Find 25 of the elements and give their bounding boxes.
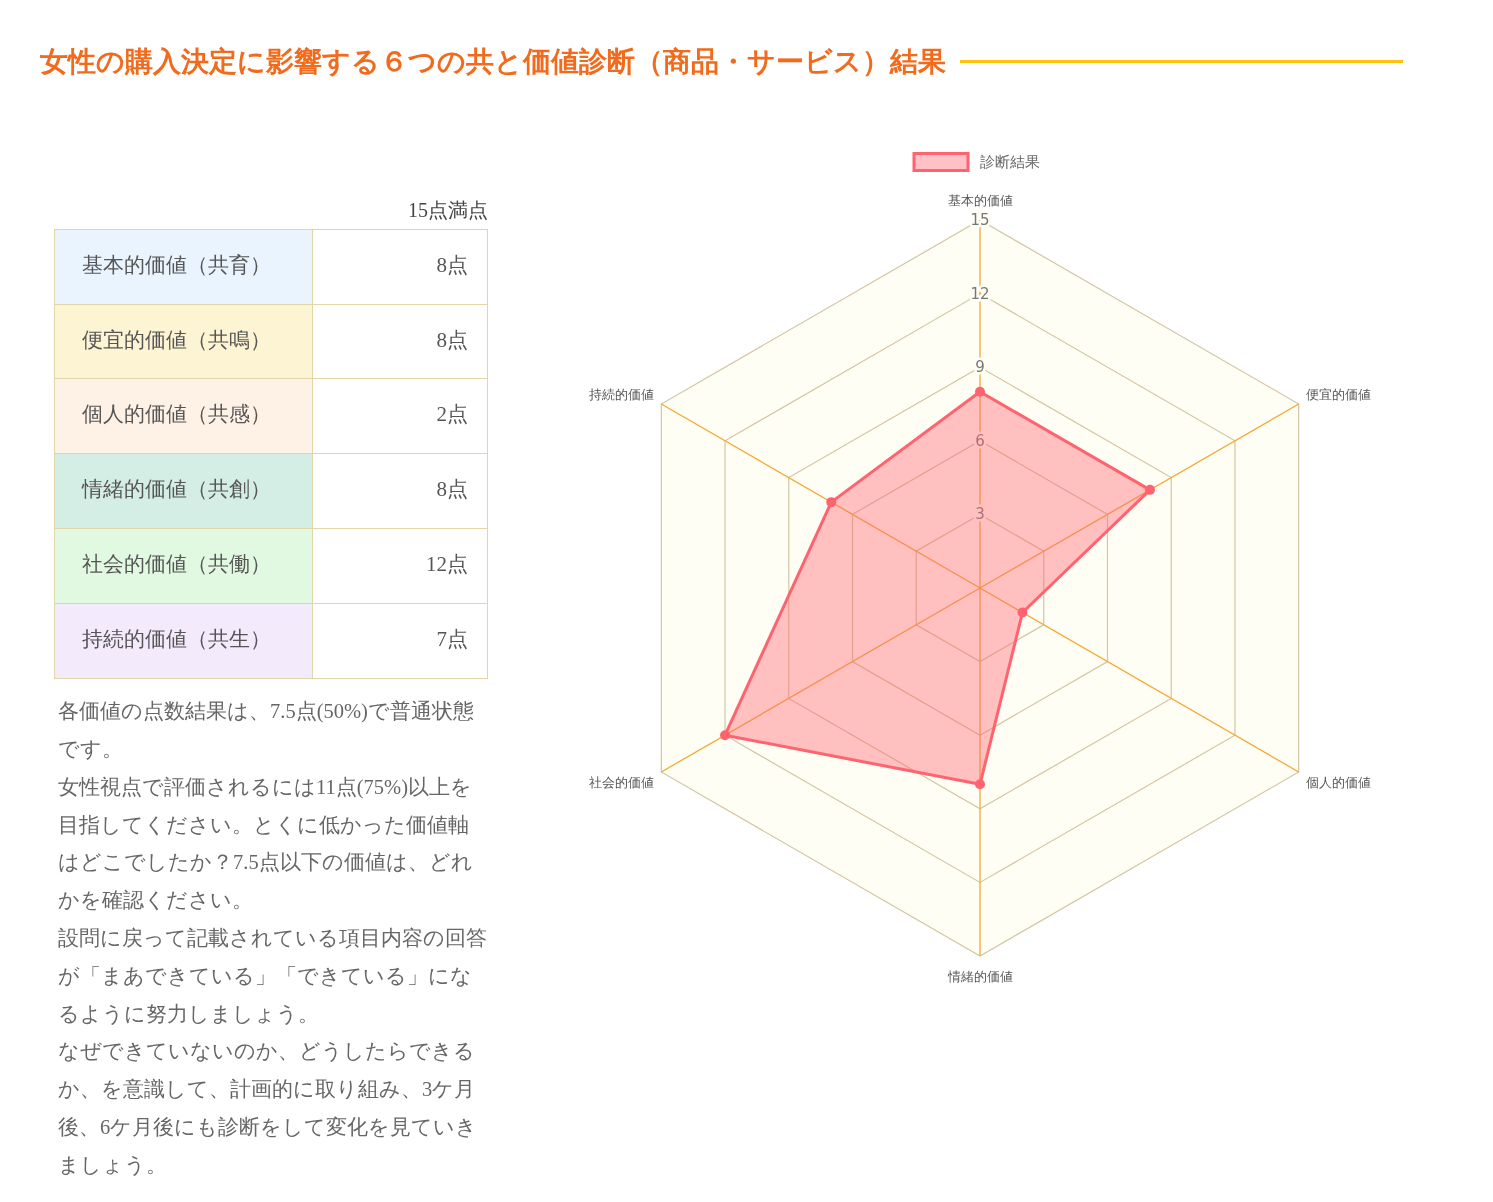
text: 8点	[436, 253, 468, 277]
text: 女性視点で評価されるには11点(75%)以上を目指してください。とくに低かった価値軸はどこでしたか？7.5点以下の価値は、どれかを確認ください。	[58, 774, 474, 914]
spoke-label: 基本的価値	[947, 192, 1013, 208]
text: 各価値の点数結果は、7.5点(50%)で普通状態です。	[58, 699, 475, 762]
text: 7点	[436, 626, 468, 651]
category-label: 便宜的価値（共鳴）	[82, 327, 271, 352]
text: 8点	[436, 477, 468, 502]
text: 8点	[436, 327, 468, 352]
text: なぜできていないのか、どうしたらできるか、を意識して、計画的に取り組み、3ケ月後、6ケ月後にも診断をして変化を見ていきましょう。	[58, 1039, 479, 1178]
category-label: 社会的価値（共働）	[82, 551, 271, 576]
category-label: 情緒的価値（共創）	[82, 477, 271, 502]
category-label: 基本的価値（共育）	[82, 253, 271, 277]
text: 15点満点	[408, 199, 488, 221]
text: 女性の購入決定に影響する６つの共と価値診断（商品・サービス）結果	[40, 44, 946, 80]
spoke-label: 持続的価値	[589, 386, 655, 402]
spoke-label: 便宜的価値	[1305, 386, 1371, 402]
spoke-label: 個人的価値	[1305, 774, 1371, 790]
legend-label: 診断結果	[980, 153, 1040, 171]
text: 12点	[426, 551, 468, 576]
category-label: 個人的価値（共感）	[82, 402, 271, 427]
spoke-label: 情緒的価値	[946, 968, 1013, 984]
text: 設問に戻って記載されている項目内容の回答が「まあできている」「できている」になるように努力しましょう。	[58, 925, 488, 1027]
spoke-label: 社会的価値	[589, 774, 655, 790]
category-label: 持続的価値（共生）	[82, 626, 271, 651]
text: 2点	[436, 402, 468, 427]
